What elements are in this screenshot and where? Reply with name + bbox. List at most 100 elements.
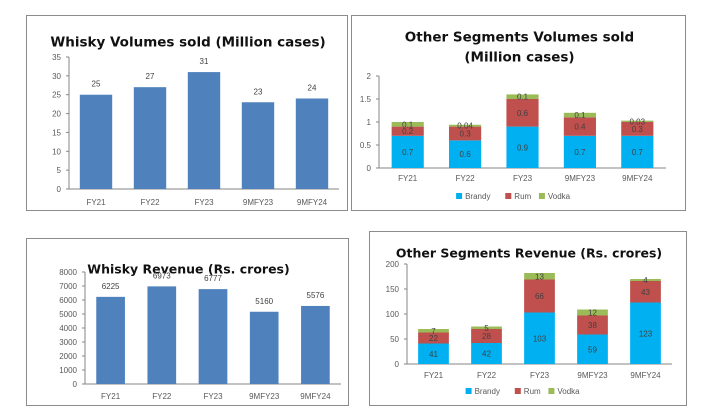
y-tick-label: 1.5: [360, 95, 372, 104]
legend-label-rum: Rum: [514, 192, 531, 201]
legend-label-brandy: Brandy: [465, 192, 490, 201]
data-label: 4: [643, 276, 648, 285]
data-label: 12: [588, 309, 597, 318]
x-tick-label: FY22: [477, 371, 497, 380]
data-label: 0.7: [574, 148, 586, 157]
whisky-revenue-svg: Whisky Revenue (Rs. crores) 0 1000 2000 3000…: [59, 261, 341, 401]
x-tick-label: FY21: [424, 371, 444, 380]
y-tick-label: 35: [52, 53, 61, 62]
data-label: 27: [146, 72, 155, 81]
data-label: 0.3: [632, 125, 644, 134]
bar: [301, 305, 330, 384]
bar-segment-rum: [621, 122, 654, 136]
bar-segment-vodka: [418, 329, 449, 333]
bar-segment-vodka: [563, 112, 596, 118]
bar: [241, 102, 275, 189]
data-label: 0.04: [457, 122, 473, 131]
y-tick-label: 8000: [59, 268, 77, 277]
bar-segment-brandy: [418, 343, 449, 364]
legend-swatch-vodka: [538, 193, 545, 199]
data-label: 41: [429, 350, 438, 359]
bar: [295, 98, 329, 189]
bar-segment-vodka: [449, 124, 482, 127]
bar-segment-vodka: [577, 309, 608, 316]
y-tick-label: 0: [73, 380, 78, 389]
other-revenue-svg: Other Segments Revenue (Rs. crores) 0 50 10…: [386, 245, 672, 396]
bar: [249, 311, 279, 384]
chart-title: Whisky Volumes sold (Million cases): [50, 35, 325, 51]
x-tick-label: FY21: [86, 198, 106, 207]
bar: [147, 286, 177, 384]
y-tick-label: 15: [52, 128, 61, 137]
y-tick-label: 1000: [59, 366, 77, 375]
bar-segment-vodka: [506, 94, 539, 99]
data-label: 5: [484, 324, 489, 333]
data-label: 6777: [204, 274, 222, 283]
bar-segment-rum: [506, 99, 539, 127]
data-label: 23: [254, 87, 263, 96]
x-tick-label: 9MFY24: [297, 198, 328, 207]
x-tick-label: FY22: [456, 174, 476, 183]
y-tick-label: 1: [367, 118, 372, 127]
x-tick-label: 9MFY23: [565, 174, 596, 183]
whisky-volumes-svg: Whisky Volumes sold (Million cases) 0 5 10 1…: [50, 35, 339, 207]
data-label: 0.4: [574, 123, 586, 132]
bar-segment-rum: [630, 281, 661, 303]
x-tick-label: FY23: [513, 174, 533, 183]
whisky-revenue-chart: Whisky Revenue (Rs. crores) 0 1000 2000 3000…: [26, 238, 349, 406]
bar: [187, 72, 221, 189]
data-label: 6225: [102, 282, 120, 291]
x-tick-label: FY21: [398, 174, 418, 183]
bar-segment-brandy: [391, 135, 424, 168]
y-tick-label: 100: [386, 310, 400, 319]
bar: [79, 94, 113, 189]
y-tick-label: 25: [52, 91, 61, 100]
bar-segment-brandy: [524, 312, 555, 364]
x-tick-label: FY23: [203, 392, 223, 401]
bar-segment-rum: [577, 315, 608, 335]
data-label: 42: [482, 350, 491, 359]
data-label: 28: [482, 332, 491, 341]
whisky-volumes-chart: Whisky Volumes sold (Million cases) 0 5 10 1…: [26, 15, 348, 211]
bar-segment-rum: [563, 117, 596, 136]
bar-segment-rum: [471, 329, 502, 343]
other-volumes-svg: Other Segments Volumes sold (Million case…: [360, 30, 666, 201]
bar-segment-rum: [524, 279, 555, 313]
bar: [198, 289, 228, 384]
x-tick-label: FY22: [140, 198, 160, 207]
data-label: 0.3: [460, 130, 472, 139]
data-label: 123: [639, 329, 653, 338]
y-tick-label: 20: [52, 110, 61, 119]
bar-segment-brandy: [577, 334, 608, 364]
bar-segment-brandy: [449, 140, 482, 168]
data-label: 5576: [307, 291, 325, 300]
y-tick-label: 5000: [59, 310, 77, 319]
y-tick-label: 0: [395, 360, 400, 369]
data-label: 0.6: [517, 109, 529, 118]
data-label: 0.1: [574, 111, 586, 120]
data-label: 5160: [255, 297, 273, 306]
x-tick-label: 9MFY24: [630, 371, 661, 380]
y-tick-label: 4000: [59, 324, 77, 333]
y-tick-label: 5: [57, 166, 62, 175]
data-label: 24: [308, 83, 317, 92]
bar-segment-vodka: [391, 122, 424, 127]
y-tick-label: 3000: [59, 338, 77, 347]
data-label: 0.03: [630, 117, 646, 126]
data-label: 31: [200, 57, 209, 66]
legend-label-vodka: Vodka: [548, 192, 571, 201]
y-tick-label: 6000: [59, 296, 77, 305]
x-tick-label: FY22: [152, 392, 172, 401]
bar-segment-brandy: [563, 135, 596, 168]
chart-title: Whisky Revenue (Rs. crores): [87, 261, 289, 276]
bar-segment-vodka: [524, 273, 555, 280]
y-tick-label: 2000: [59, 352, 77, 361]
y-tick-label: 2: [367, 72, 372, 81]
x-tick-label: 9MFY23: [577, 371, 608, 380]
bar-segment-vodka: [630, 279, 661, 281]
data-label: 0.7: [632, 148, 644, 157]
bar: [96, 296, 125, 384]
other-volumes-chart: Other Segments Volumes sold (Million case…: [351, 15, 686, 211]
bar-segment-vodka: [471, 326, 502, 329]
data-label: 0.1: [517, 93, 529, 102]
